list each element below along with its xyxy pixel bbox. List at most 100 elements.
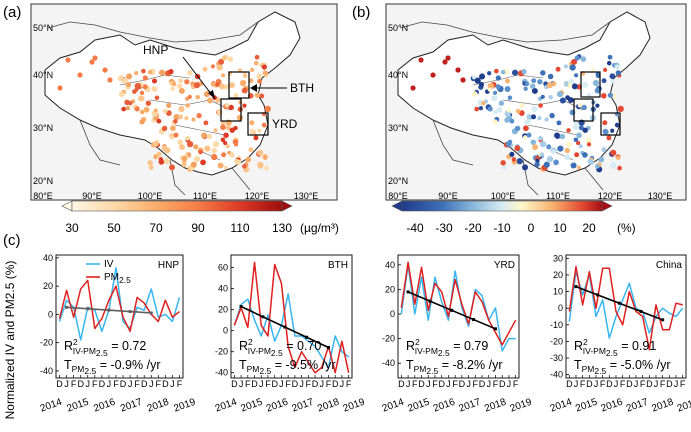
station-dot (519, 102, 525, 108)
bth-box-a (228, 71, 250, 99)
colorbar-b-tick: -10 (493, 221, 511, 235)
station-dot (492, 109, 498, 115)
station-dot (526, 114, 533, 121)
year-label: 2016 (265, 397, 290, 415)
x-tick-label: F (452, 379, 458, 389)
station-dot (153, 108, 158, 113)
yrd-box-a (247, 112, 269, 136)
station-dot (177, 139, 184, 146)
x-tick-label: D (312, 379, 319, 389)
station-dot (495, 84, 501, 90)
station-dot (617, 165, 622, 171)
year-label: 2017 (625, 397, 650, 415)
station-dot (128, 101, 133, 106)
station-dot (225, 144, 230, 149)
station-dot (531, 78, 537, 84)
station-dot (594, 87, 601, 94)
x-tick-label: F (92, 379, 98, 389)
year-label: 2019 (676, 397, 691, 415)
station-dot (494, 68, 499, 74)
station-dot (257, 149, 264, 156)
station-dot (233, 142, 239, 147)
station-dot (474, 106, 480, 112)
x-tick-label: D (586, 379, 593, 389)
lon-tick-b: 80°E (388, 191, 408, 201)
series-line-pm25 (568, 265, 683, 351)
trend-marker (305, 335, 309, 339)
station-dot (210, 81, 216, 87)
station-dot (186, 140, 194, 148)
lon-tick-b: 90°E (438, 191, 458, 201)
x-tick-label: J (320, 379, 325, 389)
x-tick-label: F (285, 379, 291, 389)
station-dot (259, 93, 265, 99)
year-label: 2014 (214, 397, 239, 415)
y-tick-label: -40 (382, 358, 395, 368)
lat-tick-a: 40°N (33, 70, 53, 80)
x-tick-label: F (580, 379, 586, 389)
station-dot (184, 116, 189, 121)
station-dot (576, 140, 581, 146)
x-tick-label: F (620, 379, 626, 389)
station-dot (200, 159, 206, 166)
hnp-arrowhead (208, 90, 215, 99)
lat-tick-a: 30°N (33, 123, 53, 133)
station-dot (223, 132, 229, 139)
station-dot (514, 145, 521, 152)
x-tick-label: F (412, 379, 418, 389)
station-dot (236, 114, 243, 121)
station-dot (471, 91, 478, 97)
map-b (385, 3, 687, 201)
colorbar-b-tick: -20 (464, 221, 482, 235)
station-dot (524, 81, 530, 87)
y-tick-label: -20 (40, 338, 53, 348)
station-dot (514, 125, 521, 132)
lon-tick-a: 110°E (193, 191, 217, 201)
x-tick-label: D (398, 379, 405, 389)
station-dot (595, 103, 600, 108)
x-tick-label: F (306, 379, 312, 389)
r2-stat: R2 IV-PM2.5 = 0.70 (239, 337, 321, 358)
lon-tick-a: 130°E (294, 191, 319, 201)
station-dot (229, 82, 235, 88)
y-tick-label: 60 (218, 263, 228, 273)
station-dot (254, 54, 260, 60)
station-dot (495, 75, 501, 81)
hnp-box-a (220, 98, 242, 122)
x-tick-label: D (438, 379, 445, 389)
station-dot (161, 125, 168, 132)
panel-a-label: (a) (3, 4, 21, 21)
y-tick-label: -40 (550, 370, 563, 380)
station-dot (151, 78, 158, 84)
x-tick-label: F (513, 379, 519, 389)
station-dot (601, 78, 607, 84)
station-dot (193, 144, 199, 150)
station-dot (223, 165, 228, 170)
station-dot (602, 128, 609, 135)
y-tick-label: -30 (550, 353, 563, 363)
colorbar-b-tick: -40 (406, 221, 424, 235)
year-label: 2014 (549, 397, 574, 415)
station-dot (202, 66, 208, 72)
x-tick-label: J (614, 379, 619, 389)
x-tick-label: J (107, 379, 112, 389)
x-tick-label: D (120, 379, 127, 389)
trend-marker (428, 299, 432, 303)
station-dot (573, 121, 579, 126)
x-tick-label: J (279, 379, 284, 389)
station-dot (152, 141, 159, 147)
station-dot (162, 108, 168, 114)
series-line-iv (233, 293, 350, 369)
station-dot (551, 149, 556, 155)
station-dot (170, 86, 175, 91)
station-dot (193, 82, 200, 89)
station-dot (139, 119, 145, 125)
station-dot (102, 67, 108, 73)
station-dot (576, 165, 581, 170)
colorbar-b-bar (401, 200, 603, 212)
legend-label-iv: IV (104, 259, 114, 270)
station-dot (460, 77, 466, 83)
neighbor-borders-a (47, 21, 259, 196)
station-dot (573, 137, 579, 143)
chart-title: BTH (328, 260, 348, 271)
